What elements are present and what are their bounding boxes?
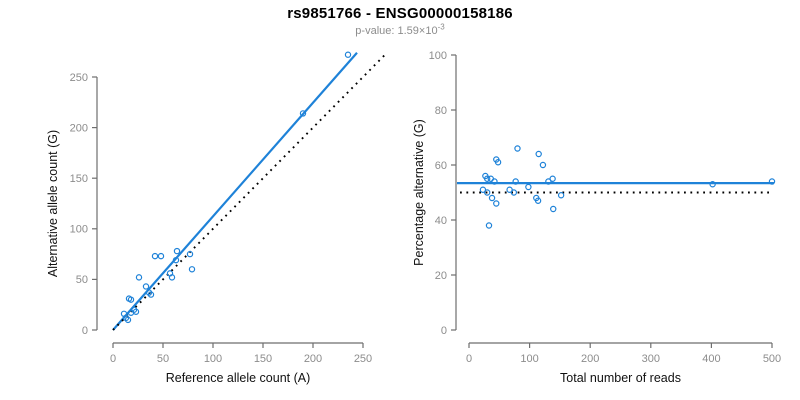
left-data-point <box>186 250 194 258</box>
right-data-point <box>525 183 532 191</box>
right-data-point <box>483 175 491 182</box>
left-data-point <box>157 252 165 260</box>
left-data-point <box>151 252 159 260</box>
left-data-point <box>124 316 132 324</box>
right-y-tick-label: 0 <box>441 325 447 337</box>
left-data-point <box>135 274 143 281</box>
pvalue-text: p-value: 1.59×10 <box>355 25 438 37</box>
left-y-tick-label: 100 <box>70 224 88 236</box>
right-data-point <box>545 178 552 185</box>
right-data-point <box>514 145 521 152</box>
regression-line <box>112 51 358 331</box>
right-y-tick-label: 80 <box>435 105 447 117</box>
right-data-point <box>557 192 565 199</box>
right-y-tick-label: 20 <box>435 270 447 282</box>
left-data-point <box>147 291 155 298</box>
identity-line <box>112 54 386 331</box>
left-data-point <box>173 247 181 255</box>
left-y-tick-label: 200 <box>70 122 88 134</box>
right-x-tick-label: 0 <box>466 353 472 365</box>
right-x-axis-title: Total number of reads <box>560 371 681 385</box>
right-data-point <box>512 178 519 185</box>
left-data-point <box>172 256 180 264</box>
left-x-tick-label: 100 <box>204 353 222 365</box>
figure-subtitle: p-value: 1.59×10-3 <box>0 22 800 37</box>
right-data-point <box>483 189 491 196</box>
right-y-tick-label: 100 <box>429 50 447 62</box>
left-y-axis-title: Alternative allele count (G) <box>46 130 60 277</box>
right-data-point <box>510 189 518 196</box>
right-y-tick-label: 60 <box>435 160 447 172</box>
right-data-point <box>709 181 716 188</box>
right-data-point <box>485 222 493 229</box>
right-data-point <box>550 205 557 213</box>
right-data-point <box>535 150 542 158</box>
left-y-tick-label: 0 <box>82 325 88 337</box>
left-data-point <box>344 51 352 58</box>
right-data-point <box>493 200 500 207</box>
right-data-point <box>506 186 513 193</box>
right-data-point <box>539 161 547 169</box>
right-data-point <box>768 178 776 185</box>
left-y-tick-label: 250 <box>70 72 88 84</box>
left-data-point <box>127 296 135 303</box>
right-data-point <box>534 197 542 204</box>
right-x-tick-label: 100 <box>520 353 538 365</box>
left-data-point <box>168 274 176 281</box>
right-x-tick-label: 400 <box>702 353 720 365</box>
right-y-axis-title: Percentage alternative (G) <box>412 119 426 266</box>
right-data-point <box>488 194 496 202</box>
left-data-point <box>188 266 196 273</box>
right-data-point <box>479 186 487 193</box>
left-x-axis-title: Reference allele count (A) <box>166 371 311 385</box>
figure-title: rs9851766 - ENSG00000158186 <box>287 5 513 22</box>
pvalue-exponent: -3 <box>437 22 445 32</box>
left-x-tick-label: 200 <box>304 353 322 365</box>
right-x-tick-label: 500 <box>763 353 781 365</box>
right-x-tick-label: 200 <box>581 353 599 365</box>
right-y-tick-label: 40 <box>435 215 447 227</box>
right-data-point <box>491 178 498 185</box>
right-data-point <box>549 175 556 182</box>
left-x-tick-label: 150 <box>254 353 272 365</box>
left-data-point <box>132 308 140 315</box>
left-y-tick-label: 150 <box>70 173 88 185</box>
left-data-point <box>142 283 150 290</box>
left-x-tick-label: 0 <box>110 353 116 365</box>
left-x-tick-label: 250 <box>354 353 372 365</box>
left-x-tick-label: 50 <box>157 353 169 365</box>
left-y-tick-label: 50 <box>76 274 88 286</box>
left-data-point <box>299 110 307 117</box>
right-x-tick-label: 300 <box>642 353 660 365</box>
right-data-point <box>494 159 502 166</box>
